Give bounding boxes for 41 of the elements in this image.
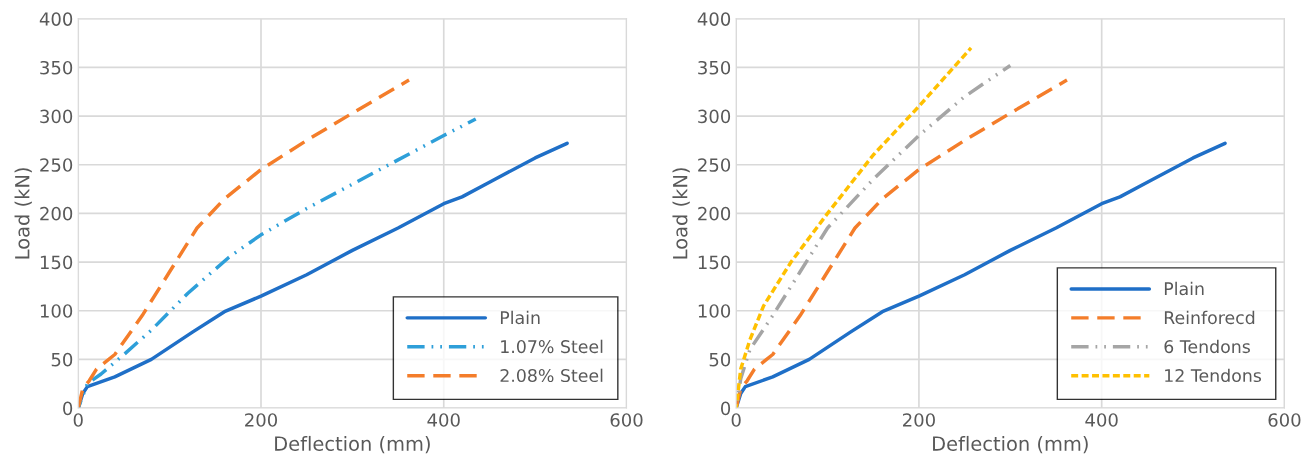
legend-label: 1.07% Steel	[501, 339, 603, 354]
y-tick-label: 100	[698, 304, 731, 318]
y-tick-label: 250	[698, 158, 731, 172]
line-series	[78, 117, 478, 409]
x-axis-title: Deflection (mm)	[275, 435, 430, 454]
x-tick-label: 400	[427, 413, 460, 427]
y-axis-title: Load (kN)	[14, 168, 32, 259]
x-tick-label: 600	[1268, 413, 1301, 427]
legend-label: 6 Tendons	[1164, 339, 1250, 354]
legend-label: 2.08% Steel	[500, 368, 603, 383]
y-tick-label: 200	[40, 206, 73, 221]
y-tick-label: 400	[39, 12, 73, 26]
x-tick-label: 0	[731, 413, 741, 427]
legend-label: Reinforecd	[1164, 310, 1255, 325]
x-tick-label: 0	[73, 413, 83, 427]
y-tick-label: 300	[40, 109, 73, 124]
y-axis-title: Load (kN)	[672, 168, 690, 259]
x-axis-title: Deflection (mm)	[933, 435, 1088, 454]
y-tick-label: 0	[721, 401, 731, 416]
y-tick-label: 300	[698, 109, 731, 124]
x-tick-label: 400	[1085, 413, 1118, 427]
line-series	[736, 46, 973, 409]
legend-label: 12 Tendons	[1165, 368, 1262, 383]
x-tick-label: 200	[245, 413, 278, 427]
y-tick-label: 150	[40, 255, 73, 270]
line-series	[736, 78, 1069, 409]
y-tick-label: 350	[698, 60, 731, 75]
y-tick-label: 50	[51, 352, 73, 367]
x-tick-label: 200	[903, 413, 935, 427]
y-tick-label: 150	[698, 255, 731, 270]
legend-label: Plain	[500, 310, 540, 325]
y-tick-label: 400	[697, 12, 731, 26]
y-tick-label: 200	[698, 206, 731, 221]
y-tick-label: 250	[40, 158, 73, 172]
y-tick-label: 100	[40, 304, 73, 318]
legend-label: Plain	[1164, 281, 1204, 296]
y-tick-label: 50	[709, 352, 731, 367]
y-tick-label: 0	[63, 401, 73, 416]
x-tick-label: 600	[610, 413, 643, 427]
line-series	[78, 78, 411, 409]
y-tick-label: 350	[40, 60, 73, 75]
